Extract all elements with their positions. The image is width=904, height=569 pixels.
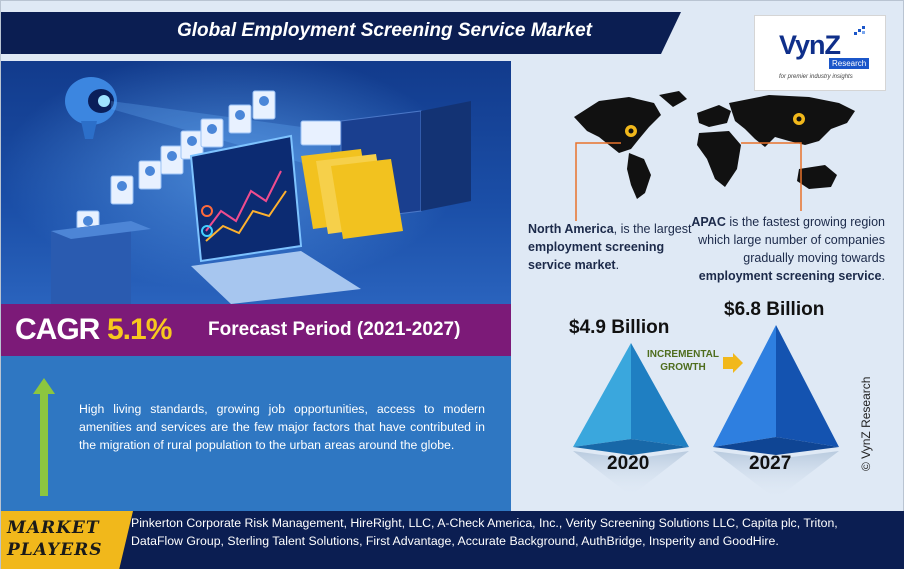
vynz-logo: VynZ Research for premier industry insig… (754, 15, 886, 91)
north-america-highlight: employment screening service market (528, 240, 665, 272)
pyramid-2020 (573, 343, 689, 496)
logo-arrow-icon (854, 26, 865, 35)
year-2020: 2020 (607, 453, 650, 474)
incremental-growth-label: INCREMENTAL GROWTH (642, 348, 724, 374)
market-value-2020: $4.9 Billion (569, 317, 670, 338)
market-pyramids (573, 325, 839, 499)
connector-lines (575, 142, 802, 221)
market-players-bar: MARKET PLAYERS Pinkerton Corporate Risk … (1, 511, 904, 569)
apac-note: APAC is the fastest growing region which… (691, 213, 885, 285)
forecast-period: Forecast Period (2021-2027) (208, 319, 461, 340)
apac-name: APAC (691, 215, 726, 229)
market-value-2027: $6.8 Billion (724, 299, 825, 320)
folders-icon (301, 149, 403, 239)
cagr-label: CAGR (15, 313, 100, 346)
year-2027: 2027 (749, 453, 792, 474)
copyright: © VynZ Research (859, 376, 873, 471)
description-text: High living standards, growing job oppor… (79, 402, 485, 452)
pyramid-2027 (713, 325, 839, 499)
incremental-growth-line-1: INCREMENTAL (646, 349, 720, 360)
market-players-label-line-1: MARKET (7, 518, 100, 538)
technology-illustration (1, 61, 471, 304)
apac-highlight: employment screening service (698, 269, 882, 283)
incremental-growth-line-2: GROWTH (660, 362, 706, 373)
growth-right-arrow-icon (723, 353, 743, 373)
market-players-list: Pinkerton Corporate Risk Management, Hir… (131, 516, 838, 548)
north-america-text-2: . (615, 258, 620, 272)
market-players-label-line-2: PLAYERS (7, 540, 103, 560)
logo-tagline: for premier industry insights (779, 74, 853, 80)
market-players-label: MARKET PLAYERS (7, 517, 103, 561)
logo-badge: Research (829, 58, 870, 69)
cagr-value: 5.1% (107, 313, 172, 346)
hero-illustration (1, 61, 511, 304)
north-america-note: North America, is the largest employment… (528, 220, 698, 274)
description-box: High living standards, growing job oppor… (1, 356, 511, 511)
laptop-icon (189, 134, 361, 304)
page-title: Global Employment Screening Service Mark… (177, 20, 592, 41)
title-bar: Global Employment Screening Service Mark… (1, 12, 681, 54)
logo-wordmark: VynZ (779, 30, 841, 60)
apac-text-1: is the fastest growing region which larg… (698, 215, 885, 265)
growth-arrow-icon (33, 378, 55, 496)
north-america-name: North America (528, 222, 614, 236)
cagr-band: CAGR 5.1% Forecast Period (2021-2027) (1, 304, 511, 356)
market-players-label-box: MARKET PLAYERS (1, 511, 133, 569)
world-map (574, 91, 855, 199)
location-pin-icon (625, 113, 805, 137)
apac-text-2: . (881, 269, 885, 283)
north-america-text-1: , is the largest (613, 222, 692, 236)
